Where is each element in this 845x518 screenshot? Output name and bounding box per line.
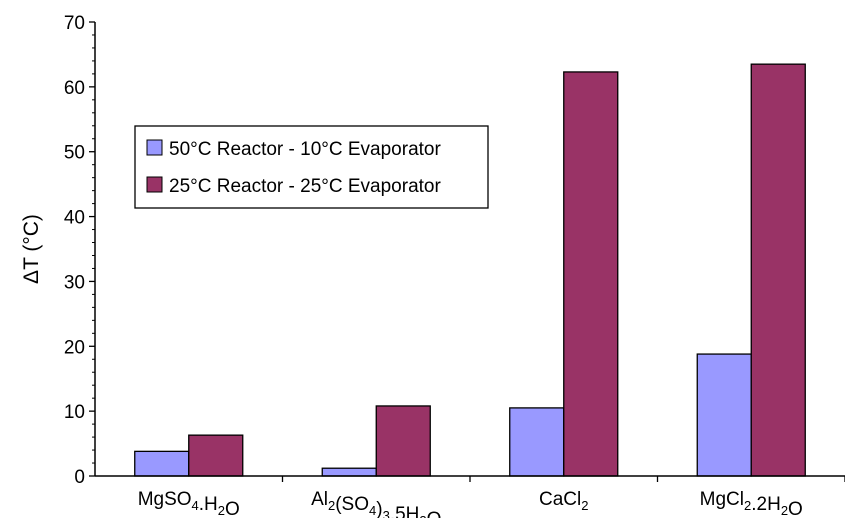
legend: 50°C Reactor - 10°C Evaporator 25°C React… xyxy=(134,125,489,209)
x-category-label: MgSO4.H2O xyxy=(138,489,240,518)
y-tick-label: 40 xyxy=(64,208,85,229)
bar-series-1-category-3 xyxy=(509,407,565,477)
y-tick-label: 30 xyxy=(64,272,85,293)
y-tick-label: 70 xyxy=(64,13,85,34)
x-category-label: Al2(SO4)3.5H2O xyxy=(311,489,441,518)
x-category-labels: MgSO4.H2O Al2(SO4)3.5H2O CaCl2 MgCl2.2H2O xyxy=(138,489,803,518)
x-category-label: MgCl2.2H2O xyxy=(700,489,803,518)
legend-swatch-1 xyxy=(146,139,163,156)
y-tick-label: 20 xyxy=(64,337,85,358)
x-category-label: CaCl2 xyxy=(539,489,588,513)
bar-series-2-category-2 xyxy=(375,405,431,477)
y-tick-label: 50 xyxy=(64,143,85,164)
legend-label-1: 50°C Reactor - 10°C Evaporator xyxy=(169,139,441,160)
bars-layer xyxy=(134,63,806,477)
bar-series-2-category-3 xyxy=(563,71,619,477)
bar-series-1-category-2 xyxy=(321,467,377,477)
bar-series-1-category-4 xyxy=(696,353,752,477)
y-tick-label: 10 xyxy=(64,402,85,423)
legend-swatch-2 xyxy=(146,176,163,193)
legend-box xyxy=(134,125,489,209)
legend-label-2: 25°C Reactor - 25°C Evaporator xyxy=(169,176,441,197)
bar-series-2-category-4 xyxy=(750,63,806,477)
bar-series-2-category-1 xyxy=(188,434,244,477)
y-axis-title: ΔT (°C) xyxy=(20,214,43,284)
bar-series-1-category-1 xyxy=(134,450,190,477)
y-tick-label: 60 xyxy=(64,78,85,99)
axes-layer xyxy=(94,22,845,482)
y-tick-label: 0 xyxy=(74,467,85,488)
y-ticks: 0 10 20 30 40 50 60 70 xyxy=(64,13,95,488)
